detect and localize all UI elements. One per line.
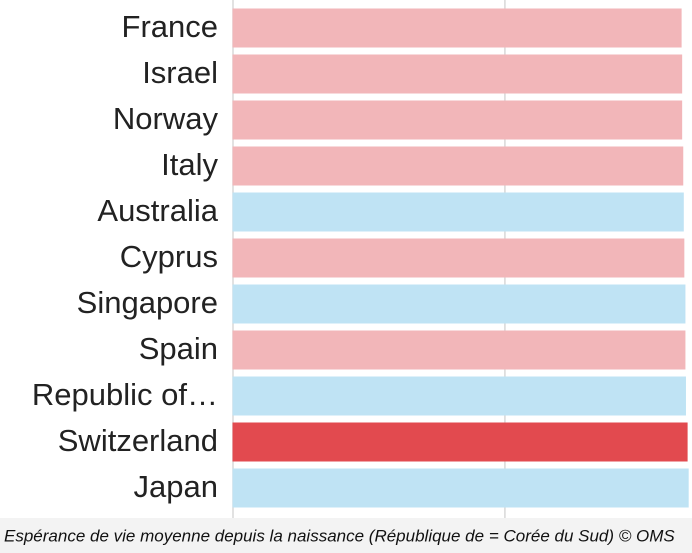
y-tick-label: Italy [161, 147, 218, 182]
bar [232, 238, 685, 278]
y-tick-label: Cyprus [120, 239, 218, 274]
y-tick-label: Japan [134, 469, 218, 504]
y-tick-label: Israel [142, 55, 218, 90]
y-tick-label: Singapore [77, 285, 218, 320]
y-tick-label: Norway [113, 101, 219, 136]
bar [232, 8, 682, 48]
bar [232, 422, 688, 462]
caption: Espérance de vie moyenne depuis la naiss… [4, 526, 675, 545]
bar [232, 192, 684, 232]
bar [232, 330, 686, 370]
y-tick-label: Switzerland [58, 423, 218, 458]
y-tick-label: France [122, 9, 218, 44]
caption-band [0, 518, 692, 553]
y-tick-label: Republic of… [32, 377, 218, 412]
bar [232, 146, 684, 186]
bar [232, 54, 683, 94]
bar [232, 376, 686, 416]
bar [232, 100, 683, 140]
bar [232, 284, 686, 324]
y-tick-label: Spain [139, 331, 218, 366]
y-tick-label: Australia [97, 193, 218, 228]
bar [232, 468, 689, 508]
